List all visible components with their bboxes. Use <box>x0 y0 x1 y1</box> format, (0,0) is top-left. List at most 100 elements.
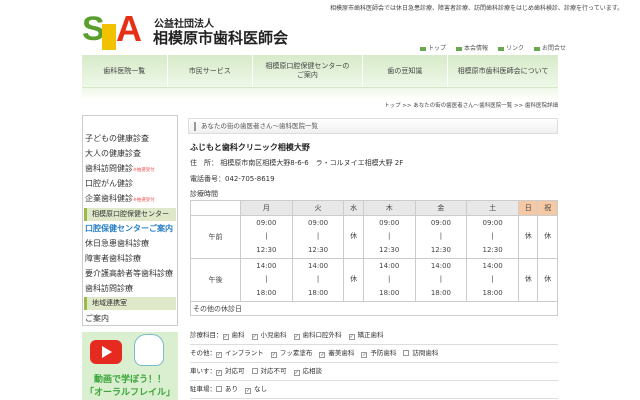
day-header: 祝 <box>537 200 558 216</box>
checked-box-icon: ✓ <box>319 352 326 358</box>
sidebar-item[interactable]: 歯科訪問健診※抽選受付 <box>85 163 155 174</box>
global-nav: 歯科医院一覧 市民サービス 相模原口腔保健センターのご案内 歯の豆知識 相模原市… <box>82 55 558 88</box>
sidebar-header: 相模原口腔保健センター <box>84 208 176 221</box>
sidebar-item[interactable]: 子どもの健康診査 <box>85 133 149 144</box>
label: 企業歯科健診 <box>85 194 133 203</box>
option-label: 予防歯科 <box>370 349 397 357</box>
nav-tooth-trivia[interactable]: 歯の豆知識 <box>363 55 449 87</box>
sidebar-item[interactable]: 障害者歯科診療 <box>85 254 141 263</box>
attribute-checkbox: ✓ 歯科 <box>222 327 245 343</box>
attribute-row: 車いす：✓ 対応可 対応不可 ✓ 応相談 <box>190 363 558 381</box>
hours-cell: 09:00 | 12:30 <box>362 215 416 259</box>
hours-cell: 休 <box>343 215 364 259</box>
option-label: 対応可 <box>225 367 245 375</box>
hours-row: 午前 09:00 | 12:30 09:00 | 12:30 休 09:00 | 12:30 09:0… <box>190 215 558 259</box>
arrow-icon <box>534 46 541 51</box>
checked-box-icon: ✓ <box>270 352 277 358</box>
org-subtitle: 公益社団法人 <box>154 19 214 30</box>
note: ※抽選受付 <box>133 198 155 203</box>
hours-cell: 休 <box>517 215 539 259</box>
page-title: あなたの街の歯医者さん〜歯科医院一覧 <box>188 118 558 134</box>
empty-box-icon <box>216 386 222 392</box>
attribute-row: 駐車場： あり ✓ なし <box>190 381 558 399</box>
address: 相模原市南区相模大野8-6-6 ラ・コルヌイエ相模大野 2F <box>220 159 404 167</box>
phone: 042-705-8619 <box>225 175 275 183</box>
day-header: 水 <box>343 200 364 216</box>
attribute-checkbox: ✓ 対応可 <box>216 363 245 379</box>
day-header: 土 <box>466 200 519 216</box>
attribute-checkbox: あり <box>216 381 238 397</box>
banner-line2: 「オーラルフレイル」 <box>84 388 175 398</box>
util-link-contact[interactable]: お問合せ <box>534 43 566 52</box>
attribute-label: その他： <box>190 349 216 357</box>
empty-box-icon <box>403 350 410 356</box>
attribute-checkbox: ✓ なし <box>245 381 267 397</box>
hours-cell: 14:00 | 18:00 <box>466 258 519 302</box>
day-header: 月 <box>240 200 293 216</box>
tooth-mascot-icon <box>134 334 164 366</box>
hours-cell: 14:00 | 18:00 <box>240 258 293 302</box>
sidebar-item[interactable]: 口腔保健センターご案内 <box>85 224 173 233</box>
header-tagline: 相模原市歯科医師会では休日急患診療、障害者診療、訪問歯科診療をはじめ歯科検診、診… <box>330 5 624 12</box>
attribute-checkbox: 訪問歯科 <box>403 345 438 361</box>
nav-about[interactable]: 相模原市歯科医師会について <box>457 66 549 75</box>
option-label: 小児歯科 <box>260 331 287 339</box>
oral-frailty-video-banner[interactable]: 動画で学ぼう！！ 「オーラルフレイル」 <box>82 332 178 400</box>
label: 子どもの健康診査 <box>85 134 149 143</box>
nav-clinic-list[interactable]: 歯科医院一覧 <box>82 55 168 87</box>
session-label: 午前 <box>190 215 241 259</box>
nav-oral-health-center[interactable]: 相模原口腔保健センターのご案内 <box>253 55 363 87</box>
checked-box-icon: ✓ <box>361 352 368 358</box>
hours-label: 診療時間 <box>190 190 218 198</box>
attribute-checkbox: ✓ インプラント <box>216 345 264 361</box>
hours-cell: 14:00 | 18:00 <box>414 258 468 302</box>
hours-cell: 休 <box>537 215 558 259</box>
util-label: トップ <box>428 45 447 52</box>
nav-citizen-services[interactable]: 市民サービス <box>168 55 254 87</box>
sidebar-item[interactable]: 歯科訪問診療 <box>85 284 133 293</box>
option-label: インプラント <box>225 349 264 357</box>
sidebar-header: 地域連携室 <box>84 297 176 310</box>
util-link-top[interactable]: トップ <box>420 43 446 52</box>
clinic-name: ふじもと歯科クリニック相模大野 <box>190 143 310 152</box>
note: ※抽選受付 <box>133 168 155 173</box>
checked-box-icon: ✓ <box>251 334 258 340</box>
option-label: なし <box>254 385 267 393</box>
hours-cell: 休 <box>537 258 558 302</box>
breadcrumb[interactable]: トップ >> あなたの街の歯医者さん〜歯科医院一覧 >> 歯科医院詳細 <box>384 103 558 109</box>
day-header: 木 <box>362 200 416 216</box>
checked-box-icon: ✓ <box>348 334 355 340</box>
phone-label: 電話番号： <box>190 175 225 183</box>
sidebar-item[interactable]: 要介護高齢者等歯科診療 <box>85 269 173 278</box>
hours-cell: 14:00 | 18:00 <box>362 258 416 302</box>
day-header: 火 <box>291 200 345 216</box>
day-header: 金 <box>414 200 468 216</box>
label: 歯科訪問健診 <box>85 164 133 173</box>
checked-box-icon: ✓ <box>245 388 251 394</box>
sidebar-item[interactable]: 大人の健康診査 <box>85 148 141 159</box>
nav-shadow <box>82 88 558 100</box>
label: 口腔がん健診 <box>85 179 133 188</box>
option-label: 歯科口腔外科 <box>302 331 342 339</box>
utility-links: トップ 本会情報 リンク お問合せ <box>420 43 566 52</box>
util-label: リンク <box>506 45 525 52</box>
hours-cell: 14:00 | 18:00 <box>291 258 345 302</box>
sidebar-item[interactable]: 休日急患歯科診療 <box>85 239 149 248</box>
sidebar-item[interactable]: 口腔がん健診 <box>85 178 133 189</box>
address-line: 住 所： 相模原市南区相模大野8-6-6 ラ・コルヌイエ相模大野 2F <box>190 158 403 168</box>
option-label: 矯正歯科 <box>357 331 384 339</box>
sidebar-item[interactable]: 企業歯科健診※抽選受付 <box>85 193 155 204</box>
util-link-info[interactable]: 本会情報 <box>456 43 488 52</box>
util-link-links[interactable]: リンク <box>498 43 524 52</box>
org-name[interactable]: 相模原市歯科医師会 <box>153 29 289 47</box>
hours-cell: 09:00 | 12:30 <box>291 215 345 259</box>
arrow-icon <box>456 46 463 51</box>
hours-row: 午後 14:00 | 18:00 14:00 | 18:00 休 14:00 | 18:00 14:0… <box>190 258 558 302</box>
sidebar-item[interactable]: ご案内 <box>85 314 109 323</box>
other-holidays: その他の休診日 <box>190 301 558 316</box>
play-icon <box>90 340 122 364</box>
attribute-checkbox: ✓ 審美歯科 <box>319 345 354 361</box>
arrow-icon <box>420 46 426 51</box>
checked-box-icon: ✓ <box>293 370 300 376</box>
